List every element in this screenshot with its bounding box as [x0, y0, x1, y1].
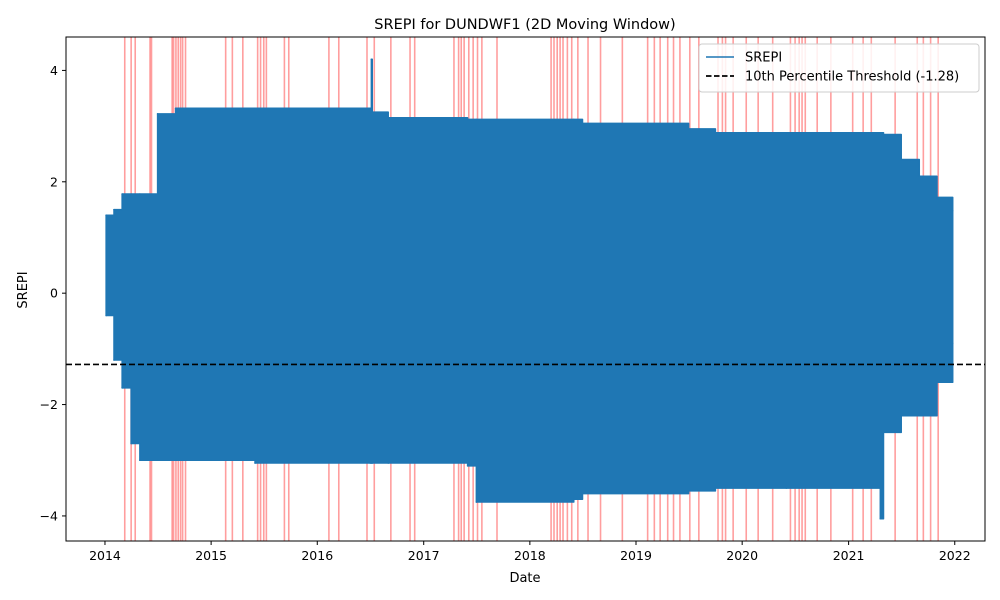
srepi-max-point-16	[581, 122, 584, 125]
srepi-min-point-8	[254, 462, 256, 464]
srepi-max-point-8	[254, 107, 256, 110]
srepi-max-point-12	[387, 116, 390, 119]
y-tick-label-0: 0	[50, 286, 58, 301]
srepi-max-point-2	[121, 193, 123, 195]
srepi-max-point-10	[370, 58, 373, 61]
srepi-min-point-9	[369, 462, 372, 464]
srepi-min-point-2	[121, 387, 123, 389]
srepi-max-point-3	[130, 193, 132, 195]
chart-title: SREPI for DUNDWF1 (2D Moving Window)	[374, 17, 675, 33]
srepi-min-point-20	[879, 517, 882, 520]
srepi-max-point-22	[900, 158, 903, 161]
srepi-min-point-11	[371, 462, 374, 464]
x-axis-label: Date	[509, 571, 540, 586]
x-tick-label-2017: 2017	[408, 548, 440, 563]
srepi-min-point-21	[882, 431, 885, 434]
y-axis-label: SREPI	[16, 271, 31, 308]
legend-label-srepi: SREPI	[745, 51, 782, 66]
srepi-min-point-16	[581, 492, 584, 495]
srepi-min-point-0	[105, 314, 107, 317]
x-tick-label-2020: 2020	[726, 548, 758, 563]
srepi-max-point-7	[210, 107, 212, 110]
srepi-min-point-14	[475, 501, 478, 503]
srepi-max-point-13	[466, 118, 469, 121]
x-tick-label-2021: 2021	[833, 548, 865, 563]
srepi-max-point-19	[785, 131, 788, 134]
x-tick-label-2018: 2018	[514, 548, 546, 563]
y-tick-label-4: 4	[50, 63, 58, 78]
srepi-max-point-25	[951, 209, 954, 212]
srepi-max-point-11	[371, 111, 374, 113]
x-tick-label-2014: 2014	[89, 548, 121, 563]
srepi-min-point-17	[687, 490, 690, 492]
axes-frame	[65, 36, 986, 542]
srepi-max-point-24	[936, 196, 938, 199]
legend-box	[698, 43, 980, 93]
x-tick-label-2015: 2015	[195, 548, 227, 563]
srepi-max-point-23	[918, 175, 921, 178]
y-tick-label-2: 2	[50, 174, 58, 189]
legend-label-threshold: 10th Percentile Threshold (-1.28)	[745, 70, 959, 85]
srepi-min-point-24	[936, 381, 938, 384]
srepi-min-point-6	[174, 459, 177, 462]
x-tick-label-2016: 2016	[301, 548, 333, 563]
srepi-max-point-21	[882, 133, 885, 136]
srepi-series-band	[105, 58, 954, 520]
srepi-max-point-6	[174, 107, 177, 110]
srepi-min-point-3	[130, 442, 132, 445]
srepi-min-point-25	[951, 342, 954, 345]
legend: SREPI 10th Percentile Threshold (-1.28)	[698, 43, 980, 93]
x-tick-label-2022: 2022	[939, 548, 971, 563]
srepi-max-point-1	[113, 208, 115, 211]
srepi-max-point-9	[369, 107, 372, 110]
srepi-max-point-4	[139, 193, 141, 195]
series-layer	[105, 58, 954, 520]
srepi-min-point-1	[113, 359, 115, 361]
srepi-min-point-4	[139, 459, 141, 462]
srepi-max-point-20	[879, 131, 882, 134]
srepi-min-point-22	[900, 414, 903, 417]
x-axis-ticks: 2014 2015 2016 2017 2018 2019 2020 2021 2022	[89, 541, 971, 563]
srepi-max-point-0	[105, 214, 107, 217]
srepi-min-point-13	[466, 465, 469, 467]
srepi-min-point-15	[572, 498, 575, 501]
x-tick-label-2019: 2019	[620, 548, 652, 563]
srepi-max-point-17	[687, 128, 690, 130]
srepi-max-point-15	[572, 118, 575, 121]
y-tick-label--4: −4	[40, 508, 58, 523]
srepi-max-point-14	[475, 118, 478, 121]
srepi-min-point-5	[156, 459, 159, 462]
srepi-min-point-7	[210, 459, 212, 462]
srepi-min-point-18	[714, 487, 717, 489]
srepi-min-point-19	[785, 487, 788, 489]
srepi-min-point-23	[918, 414, 921, 417]
srepi-max-point-5	[156, 113, 159, 115]
y-axis-ticks: −4 −2 0 2 4	[40, 63, 66, 523]
y-tick-label--2: −2	[40, 397, 58, 412]
srepi-min-point-12	[387, 462, 390, 464]
srepi-max-point-18	[714, 131, 717, 134]
